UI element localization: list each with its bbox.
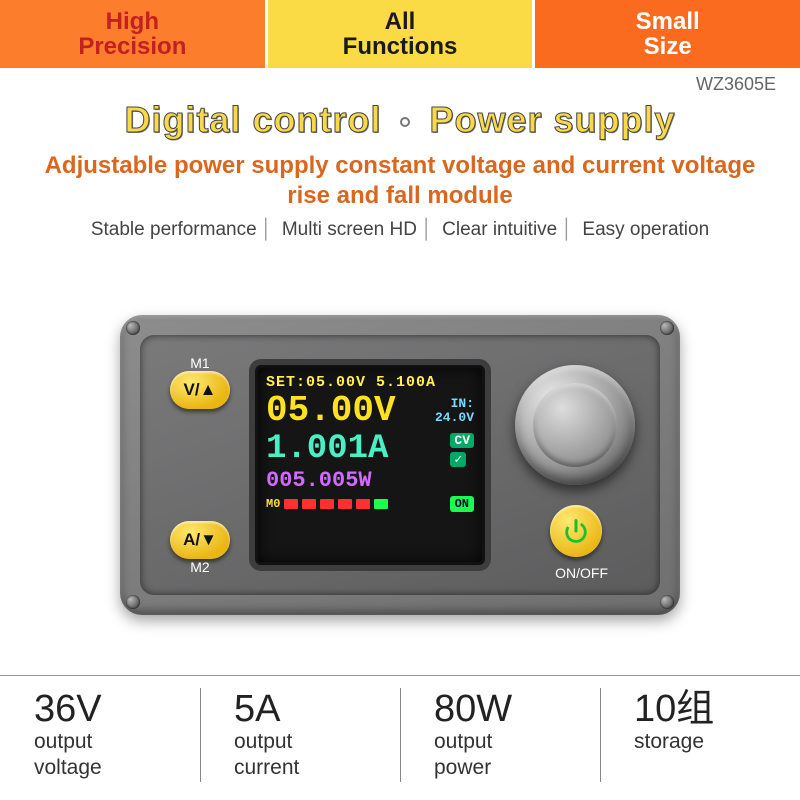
feature-item: Multi screen HD xyxy=(282,219,417,240)
lcd-input: IN: 24.0V xyxy=(435,397,474,424)
power-label: ON/OFF xyxy=(555,565,608,581)
spec-label: output xyxy=(234,730,388,754)
on-badge: ON xyxy=(450,496,474,512)
screw-icon xyxy=(126,321,140,335)
level-segment xyxy=(284,499,298,509)
lcd-bottom-bar: M0 ON xyxy=(266,496,474,512)
feature-list: Stable performance│ Multi screen HD│ Cle… xyxy=(0,219,800,255)
screw-icon xyxy=(660,321,674,335)
spec-label: output xyxy=(434,730,588,754)
banner-line: Precision xyxy=(78,34,186,59)
check-badge: ✓ xyxy=(450,452,466,467)
current-down-button[interactable]: A/▼ xyxy=(170,521,230,559)
device-area: M1 V/▲ A/▼ M2 SET:05.00V 5.100A 05.00V I… xyxy=(0,255,800,675)
lcd-power: 005.005W xyxy=(266,470,474,492)
banner-line: High xyxy=(106,9,159,34)
spec-label: current xyxy=(234,756,388,780)
spec-current: 5A output current xyxy=(200,676,400,800)
spec-label: voltage xyxy=(34,756,188,780)
banner-line: Functions xyxy=(343,34,458,59)
level-segment xyxy=(356,499,370,509)
power-supply-device: M1 V/▲ A/▼ M2 SET:05.00V 5.100A 05.00V I… xyxy=(120,315,680,615)
voltage-up-button[interactable]: V/▲ xyxy=(170,371,230,409)
banner-line: Small xyxy=(636,9,700,34)
headline: Digital control Power supply xyxy=(0,95,800,151)
feature-item: Stable performance xyxy=(91,219,257,240)
feature-item: Clear intuitive xyxy=(442,219,557,240)
banner-precision: High Precision xyxy=(0,0,268,68)
screw-icon xyxy=(660,595,674,609)
feature-banners: High Precision All Functions Small Size xyxy=(0,0,800,68)
model-number: WZ3605E xyxy=(0,68,800,95)
spec-value: 10组 xyxy=(634,690,788,728)
lcd-tags: CV ✓ xyxy=(450,431,474,468)
feature-item: Easy operation xyxy=(582,219,709,240)
power-button[interactable] xyxy=(550,505,602,557)
level-segment xyxy=(338,499,352,509)
level-segment xyxy=(374,499,388,509)
spec-storage: 10组 storage xyxy=(600,676,800,800)
banner-functions: All Functions xyxy=(268,0,536,68)
headline-right: Power supply xyxy=(429,99,675,140)
banner-line: All xyxy=(385,9,416,34)
screw-icon xyxy=(126,595,140,609)
spec-value: 36V xyxy=(34,690,188,728)
subtitle: Adjustable power supply constant voltage… xyxy=(0,151,800,219)
level-segment xyxy=(302,499,316,509)
spec-voltage: 36V output voltage xyxy=(0,676,200,800)
lcd-set-line: SET:05.00V 5.100A xyxy=(266,374,474,391)
m0-label: M0 xyxy=(266,497,280,511)
headline-left: Digital control xyxy=(124,99,381,140)
spec-label: power xyxy=(434,756,588,780)
spec-power: 80W output power xyxy=(400,676,600,800)
product-infographic: High Precision All Functions Small Size … xyxy=(0,0,800,800)
spec-value: 5A xyxy=(234,690,388,728)
lcd-voltage: 05.00V xyxy=(266,393,396,429)
dot-separator xyxy=(400,117,410,127)
lcd-current: 1.001A xyxy=(266,432,388,466)
m1-label: M1 xyxy=(190,355,209,371)
power-icon xyxy=(562,517,590,545)
spec-label: output xyxy=(34,730,188,754)
lcd-screen: SET:05.00V 5.100A 05.00V IN: 24.0V 1.001… xyxy=(255,365,485,565)
spec-label: storage xyxy=(634,730,788,754)
rotary-knob[interactable] xyxy=(515,365,635,485)
cv-badge: CV xyxy=(450,433,474,448)
banner-line: Size xyxy=(644,34,692,59)
spec-row: 36V output voltage 5A output current 80W… xyxy=(0,675,800,800)
level-segment xyxy=(320,499,334,509)
m2-label: M2 xyxy=(190,559,209,575)
banner-size: Small Size xyxy=(535,0,800,68)
left-button-column: M1 V/▲ A/▼ M2 xyxy=(160,355,240,575)
spec-value: 80W xyxy=(434,690,588,728)
